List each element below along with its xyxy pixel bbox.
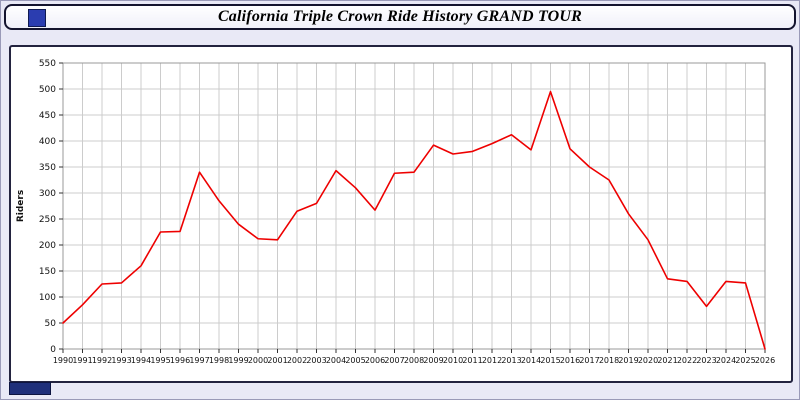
svg-text:550: 550 [39, 59, 56, 69]
svg-text:2016: 2016 [560, 356, 580, 365]
svg-text:1996: 1996 [170, 356, 190, 365]
svg-text:Riders: Riders [16, 190, 26, 222]
svg-text:2006: 2006 [365, 356, 385, 365]
svg-text:2002: 2002 [287, 356, 307, 365]
svg-text:1991: 1991 [72, 356, 92, 365]
svg-text:2007: 2007 [384, 356, 404, 365]
svg-text:1993: 1993 [111, 356, 131, 365]
chart-frame: 0 50 100 150 200 250 300 350 400 450 500 550 1990 199… [9, 45, 793, 383]
svg-text:2008: 2008 [404, 356, 424, 365]
svg-text:1997: 1997 [189, 356, 209, 365]
app-icon [28, 9, 46, 27]
svg-text:2012: 2012 [482, 356, 502, 365]
svg-text:2024: 2024 [716, 356, 736, 365]
svg-text:250: 250 [39, 215, 56, 225]
svg-text:2009: 2009 [423, 356, 443, 365]
svg-text:1994: 1994 [131, 356, 151, 365]
svg-text:450: 450 [39, 111, 56, 121]
svg-text:2005: 2005 [345, 356, 365, 365]
svg-text:350: 350 [39, 163, 56, 173]
svg-text:150: 150 [39, 267, 56, 277]
svg-text:2018: 2018 [599, 356, 619, 365]
svg-text:2017: 2017 [579, 356, 599, 365]
svg-text:2025: 2025 [735, 356, 755, 365]
svg-text:2010: 2010 [443, 356, 463, 365]
svg-text:1999: 1999 [228, 356, 248, 365]
svg-text:2023: 2023 [696, 356, 716, 365]
svg-text:2001: 2001 [267, 356, 287, 365]
svg-text:2020: 2020 [638, 356, 658, 365]
svg-text:500: 500 [39, 85, 56, 95]
svg-text:0: 0 [50, 345, 56, 355]
svg-text:2021: 2021 [657, 356, 677, 365]
svg-text:2013: 2013 [501, 356, 521, 365]
svg-text:200: 200 [39, 241, 56, 251]
svg-text:2015: 2015 [540, 356, 560, 365]
svg-text:1995: 1995 [150, 356, 170, 365]
svg-text:2011: 2011 [462, 356, 482, 365]
svg-text:1990: 1990 [53, 356, 73, 365]
svg-text:2014: 2014 [521, 356, 541, 365]
svg-text:400: 400 [39, 137, 56, 147]
svg-text:1992: 1992 [92, 356, 112, 365]
svg-text:50: 50 [45, 319, 57, 329]
svg-text:100: 100 [39, 293, 56, 303]
svg-text:300: 300 [39, 189, 56, 199]
svg-text:2003: 2003 [306, 356, 326, 365]
svg-text:2019: 2019 [618, 356, 638, 365]
title-bar: California Triple Crown Ride History GRA… [4, 4, 796, 30]
bottom-left-status-box [9, 382, 51, 395]
svg-text:2004: 2004 [326, 356, 346, 365]
svg-text:2026: 2026 [755, 356, 775, 365]
page-title: California Triple Crown Ride History GRA… [217, 8, 583, 25]
svg-text:2000: 2000 [248, 356, 268, 365]
svg-text:2022: 2022 [677, 356, 697, 365]
svg-text:1998: 1998 [209, 356, 229, 365]
